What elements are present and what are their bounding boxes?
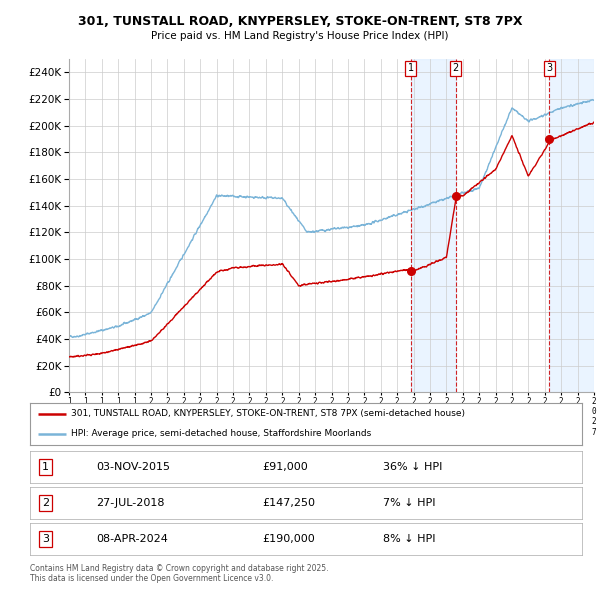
Text: Price paid vs. HM Land Registry's House Price Index (HPI): Price paid vs. HM Land Registry's House …	[151, 31, 449, 41]
Text: £147,250: £147,250	[262, 498, 315, 508]
Text: 36% ↓ HPI: 36% ↓ HPI	[383, 462, 443, 472]
Text: 7% ↓ HPI: 7% ↓ HPI	[383, 498, 436, 508]
Text: 301, TUNSTALL ROAD, KNYPERSLEY, STOKE-ON-TRENT, ST8 7PX: 301, TUNSTALL ROAD, KNYPERSLEY, STOKE-ON…	[78, 15, 522, 28]
Text: 3: 3	[42, 534, 49, 544]
Text: 8% ↓ HPI: 8% ↓ HPI	[383, 534, 436, 544]
Text: £190,000: £190,000	[262, 534, 314, 544]
Bar	[411, 59, 455, 392]
Bar	[549, 59, 594, 392]
Text: 08-APR-2024: 08-APR-2024	[96, 534, 168, 544]
Text: 27-JUL-2018: 27-JUL-2018	[96, 498, 165, 508]
Text: HPI: Average price, semi-detached house, Staffordshire Moorlands: HPI: Average price, semi-detached house,…	[71, 429, 371, 438]
Text: 2: 2	[42, 498, 49, 508]
Text: 301, TUNSTALL ROAD, KNYPERSLEY, STOKE-ON-TRENT, ST8 7PX (semi-detached house): 301, TUNSTALL ROAD, KNYPERSLEY, STOKE-ON…	[71, 409, 466, 418]
Text: 3: 3	[546, 63, 552, 73]
Text: 2: 2	[452, 63, 459, 73]
Text: Contains HM Land Registry data © Crown copyright and database right 2025.
This d: Contains HM Land Registry data © Crown c…	[30, 563, 329, 583]
Text: 03-NOV-2015: 03-NOV-2015	[96, 462, 170, 472]
Text: 1: 1	[408, 63, 414, 73]
Text: 1: 1	[42, 462, 49, 472]
Text: £91,000: £91,000	[262, 462, 308, 472]
